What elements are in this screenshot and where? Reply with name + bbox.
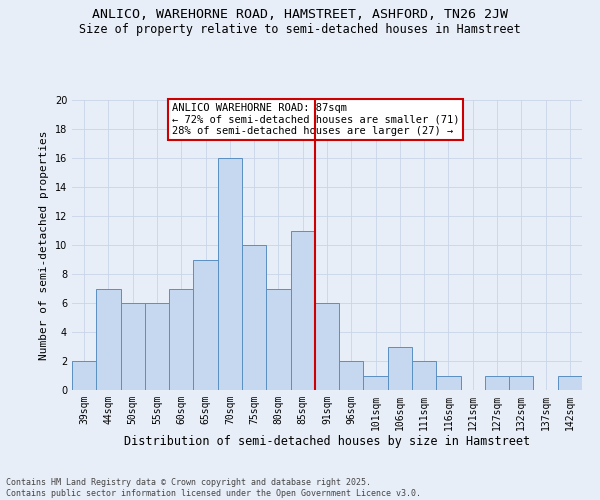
- Text: Contains HM Land Registry data © Crown copyright and database right 2025.
Contai: Contains HM Land Registry data © Crown c…: [6, 478, 421, 498]
- Bar: [218, 158, 242, 390]
- Bar: [558, 376, 582, 390]
- Bar: [96, 288, 121, 390]
- Bar: [436, 376, 461, 390]
- Bar: [339, 361, 364, 390]
- Bar: [169, 288, 193, 390]
- Text: ANLICO, WAREHORNE ROAD, HAMSTREET, ASHFORD, TN26 2JW: ANLICO, WAREHORNE ROAD, HAMSTREET, ASHFO…: [92, 8, 508, 20]
- Text: ANLICO WAREHORNE ROAD: 87sqm
← 72% of semi-detached houses are smaller (71)
28% : ANLICO WAREHORNE ROAD: 87sqm ← 72% of se…: [172, 103, 459, 136]
- Bar: [315, 303, 339, 390]
- Bar: [242, 245, 266, 390]
- Bar: [388, 346, 412, 390]
- Bar: [145, 303, 169, 390]
- Bar: [290, 230, 315, 390]
- Bar: [266, 288, 290, 390]
- Bar: [485, 376, 509, 390]
- Bar: [364, 376, 388, 390]
- Bar: [412, 361, 436, 390]
- Y-axis label: Number of semi-detached properties: Number of semi-detached properties: [39, 130, 49, 360]
- Bar: [193, 260, 218, 390]
- Text: Size of property relative to semi-detached houses in Hamstreet: Size of property relative to semi-detach…: [79, 22, 521, 36]
- Text: Distribution of semi-detached houses by size in Hamstreet: Distribution of semi-detached houses by …: [124, 435, 530, 448]
- Bar: [509, 376, 533, 390]
- Bar: [72, 361, 96, 390]
- Bar: [121, 303, 145, 390]
